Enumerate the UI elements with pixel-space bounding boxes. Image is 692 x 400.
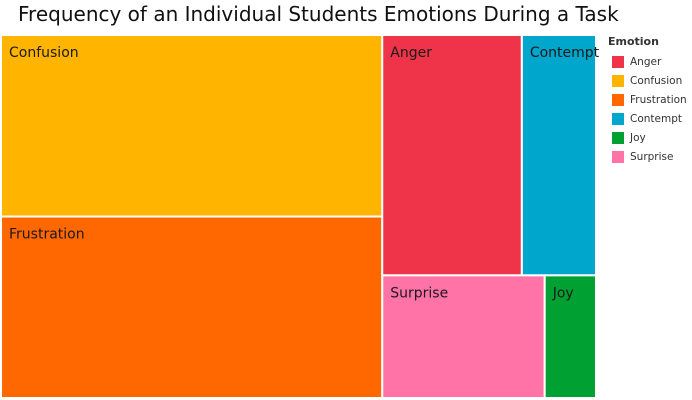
legend-item-frustration[interactable]: Frustration bbox=[608, 90, 692, 109]
legend: Emotion Anger Confusion Frustration Contemp… bbox=[608, 35, 692, 166]
tile-label-joy: Joy bbox=[552, 285, 574, 301]
treemap-tile-joy[interactable] bbox=[543, 274, 598, 399]
legend-item-surprise[interactable]: Surprise bbox=[608, 147, 692, 166]
legend-swatch-confusion bbox=[612, 74, 624, 87]
legend-label-confusion: Confusion bbox=[630, 74, 683, 87]
legend-swatch-surprise bbox=[612, 150, 624, 163]
legend-items: Anger Confusion Frustration Contempt Joy Surp… bbox=[608, 52, 692, 166]
legend-swatch-anger bbox=[612, 55, 624, 68]
treemap-tile-anger[interactable] bbox=[381, 34, 523, 277]
legend-label-frustration: Frustration bbox=[630, 93, 687, 106]
legend-label-joy: Joy bbox=[630, 131, 646, 144]
tile-label-surprise: Surprise bbox=[390, 285, 448, 301]
legend-label-anger: Anger bbox=[630, 55, 662, 68]
tile-label-anger: Anger bbox=[390, 45, 432, 61]
legend-title: Emotion bbox=[608, 35, 659, 48]
legend-swatch-frustration bbox=[612, 93, 624, 106]
tile-label-frustration: Frustration bbox=[9, 227, 85, 243]
chart-title: Frequency of an Individual Students Emot… bbox=[18, 2, 619, 26]
legend-swatch-contempt bbox=[612, 112, 624, 125]
legend-item-joy[interactable]: Joy bbox=[608, 128, 692, 147]
legend-item-confusion[interactable]: Confusion bbox=[608, 71, 692, 90]
legend-label-surprise: Surprise bbox=[630, 150, 674, 163]
treemap-tiles: Confusion Frustration Anger Contempt Surpris… bbox=[0, 34, 600, 399]
tile-label-confusion: Confusion bbox=[9, 45, 79, 61]
legend-item-anger[interactable]: Anger bbox=[608, 52, 692, 71]
tile-label-contempt: Contempt bbox=[530, 45, 600, 61]
legend-item-contempt[interactable]: Contempt bbox=[608, 109, 692, 128]
treemap-tile-frustration[interactable] bbox=[0, 215, 384, 399]
treemap-tile-contempt[interactable] bbox=[520, 34, 598, 277]
legend-label-contempt: Contempt bbox=[630, 112, 682, 125]
legend-swatch-joy bbox=[612, 131, 624, 144]
treemap-tile-surprise[interactable] bbox=[381, 274, 546, 399]
treemap-tile-confusion[interactable] bbox=[0, 34, 384, 218]
